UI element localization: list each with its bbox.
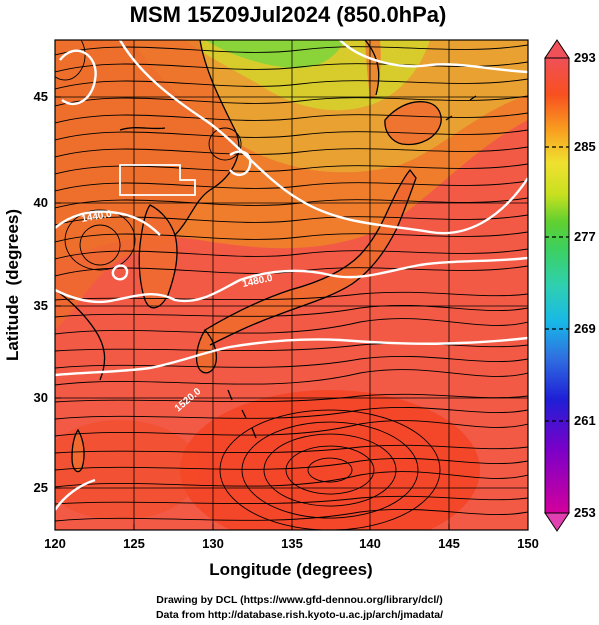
colorbar-tick-269: 269 <box>574 321 596 336</box>
chart-title: MSM 15Z09Jul2024 (850.0hPa) <box>130 2 447 27</box>
colorbar-tick-253: 253 <box>574 505 596 520</box>
colorbar-tick-261: 261 <box>574 413 596 428</box>
colorbar <box>544 39 570 532</box>
x-tick-140: 140 <box>359 536 381 551</box>
colorbar-tick-285: 285 <box>574 139 596 154</box>
x-tick-120: 120 <box>44 536 66 551</box>
coastlines <box>55 40 477 473</box>
colorbar-tick-293: 293 <box>574 50 596 65</box>
y-tick-45: 45 <box>34 89 48 104</box>
korean-peninsula <box>139 205 178 308</box>
colorbar-bar <box>544 57 570 514</box>
y-tick-25: 25 <box>34 480 48 495</box>
contour-label-1440: 1440.0 <box>81 209 113 225</box>
y-tick-30: 30 <box>34 390 48 405</box>
colorbar-bottom-arrow <box>544 512 570 532</box>
wind-streamlines <box>55 40 528 530</box>
x-tick-125: 125 <box>123 536 145 551</box>
height-contours <box>55 40 528 511</box>
credit-data: Data from http://database.rish.kyoto-u.a… <box>155 609 444 621</box>
taiwan <box>72 430 85 472</box>
colorbar-tick-277: 277 <box>574 229 596 244</box>
x-tick-145: 145 <box>438 536 460 551</box>
x-tick-150: 150 <box>517 536 539 551</box>
japan-honshu <box>205 170 416 345</box>
sakhalin <box>365 40 381 100</box>
y-tick-40: 40 <box>34 195 48 210</box>
y-axis-label: Latitude (degrees) <box>3 209 22 361</box>
axis-ticks <box>54 96 529 530</box>
plot-area: 1440.0 1480.0 1520.0 <box>55 40 528 530</box>
north-green-band <box>205 40 345 69</box>
graticule <box>55 40 528 530</box>
japan-kyushu <box>196 330 217 373</box>
x-tick-130: 130 <box>202 536 224 551</box>
warm-core-sw <box>55 420 200 520</box>
x-tick-135: 135 <box>281 536 303 551</box>
y-tick-35: 35 <box>34 298 48 313</box>
credit-drawing: Drawing by DCL (https://www.gfd-dennou.o… <box>156 594 443 606</box>
x-axis-label: Longitude (degrees) <box>209 560 372 579</box>
colorbar-top-arrow <box>544 39 570 59</box>
